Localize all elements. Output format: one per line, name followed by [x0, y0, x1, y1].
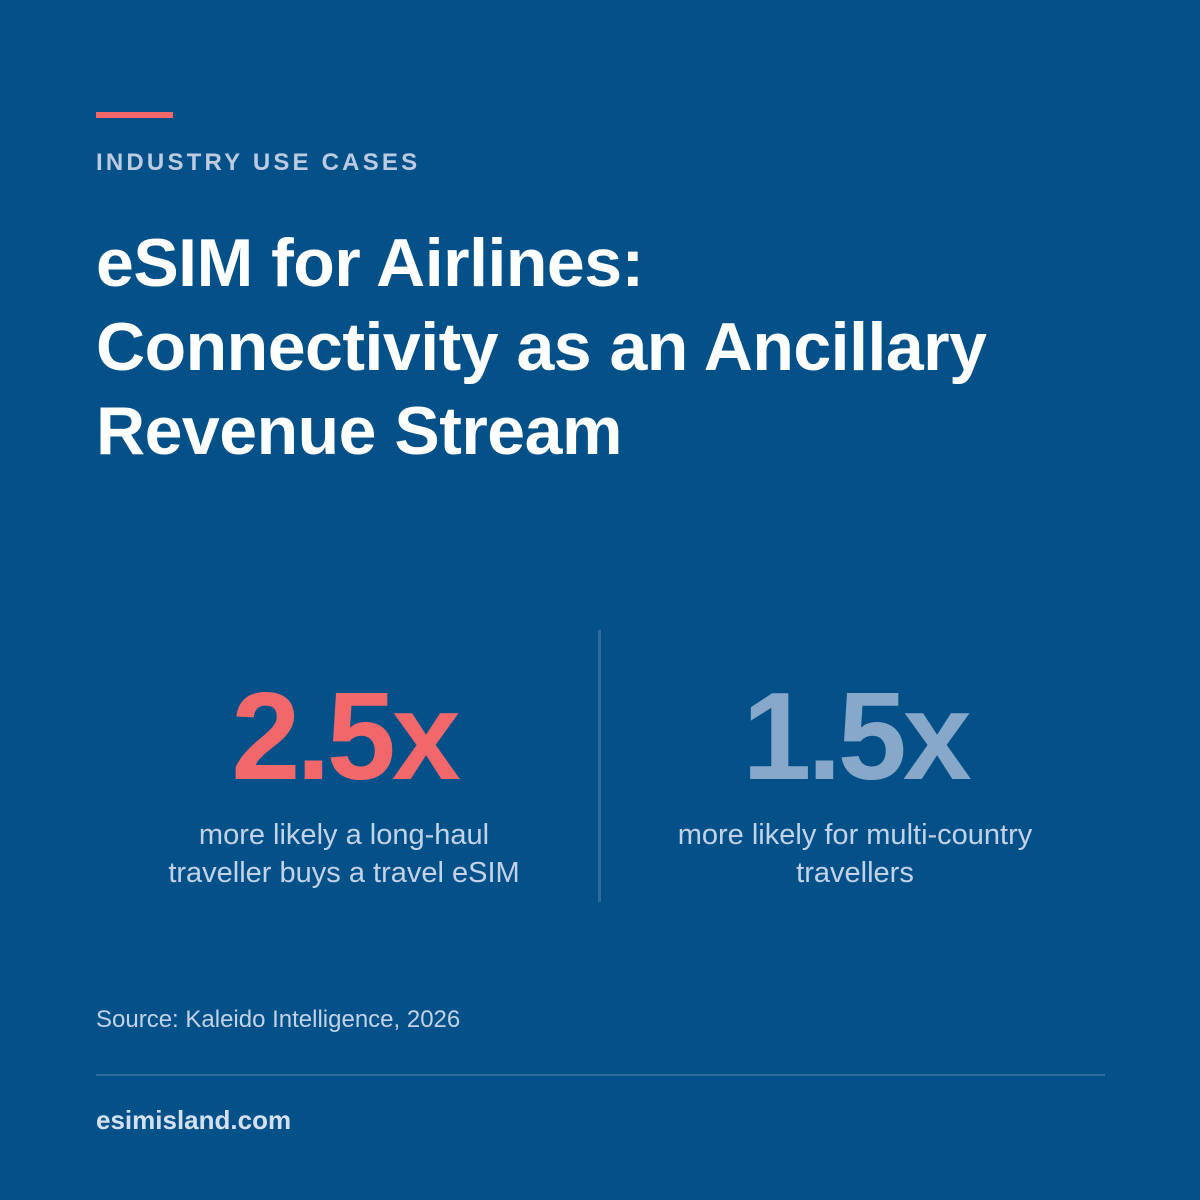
source-citation: Source: Kaleido Intelligence, 2026: [96, 1006, 461, 1033]
footer-divider: [96, 1074, 1105, 1076]
title-line: eSIM for Airlines:: [96, 225, 644, 301]
stat-description-line: traveller buys a travel eSIM: [168, 857, 520, 889]
accent-bar: [96, 112, 173, 118]
stat-multi-country: 1.5x more likely for multi-country trave…: [595, 672, 1115, 892]
stat-description-line: more likely a long-haul: [198, 819, 490, 851]
page-title: eSIM for Airlines: Connectivity as an An…: [96, 221, 1136, 473]
site-url: esimisland.com: [96, 1105, 292, 1135]
stat-value: 2.5x: [231, 668, 460, 806]
stat-long-haul: 2.5x more likely a long-haul traveller b…: [84, 672, 604, 892]
stat-description-line: more likely for multi-country: [677, 819, 1033, 851]
stat-divider: [598, 630, 601, 902]
stat-value: 1.5x: [742, 668, 971, 806]
title-line: Connectivity as an Ancillary: [96, 309, 987, 385]
eyebrow-label: INDUSTRY USE CASES: [96, 149, 421, 176]
title-line: Revenue Stream: [96, 393, 622, 469]
stat-description: more likely for multi-country travellers: [595, 816, 1115, 892]
stat-description: more likely a long-haul traveller buys a…: [84, 816, 604, 892]
stat-description-line: travellers: [796, 857, 914, 889]
